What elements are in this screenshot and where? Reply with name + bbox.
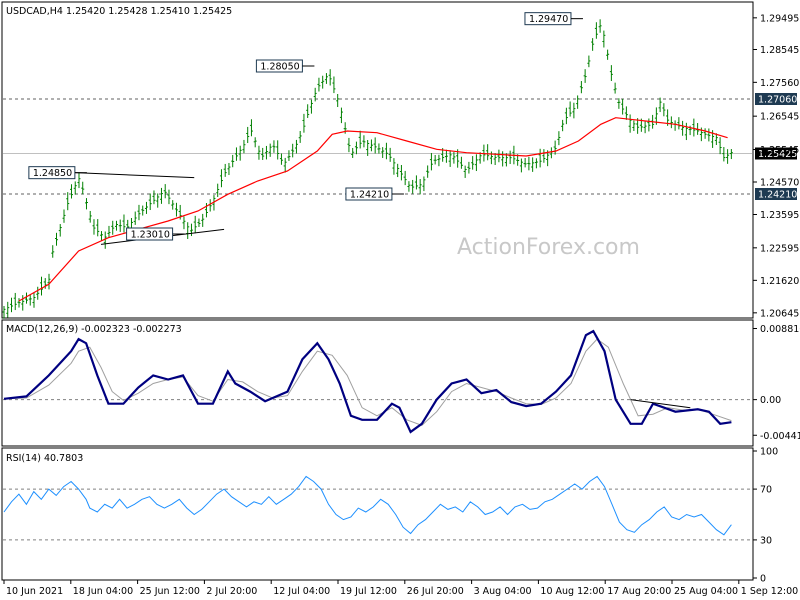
x-tick-label: 25 Jun 12:00 [140,586,200,597]
price-header-label: USDCAD,H4 1.25420 1.25428 1.25410 1.2542… [6,6,232,17]
price-y-tick-label: 1.29495 [760,13,799,24]
macd-y-tick-label: -0.004416 [760,431,800,442]
price-pane [1,1,754,319]
symbol-label: USDCAD,H4 [6,6,63,17]
macd-signal-line [3,338,732,426]
price-y-tick-label: 1.24570 [760,178,799,189]
rsi-y-tick-label: 100 [760,447,778,458]
price-level-label: 1.27060 [758,95,797,106]
price-y-tick-label: 1.25545 [760,145,799,156]
price-y-tick-label: 1.20645 [760,308,799,319]
annotation-label: 1.28050 [260,62,299,73]
watermark-text: ActionForex.com [457,235,640,260]
moving-average [18,117,728,302]
x-tick-label: 18 Jun 04:00 [73,586,133,597]
rsi-pane [1,447,754,581]
macd-y-tick-label: 0.00 [760,395,781,406]
rsi-y-tick-label: 0 [760,574,766,585]
price-y-tick-label: 1.28545 [760,45,799,56]
price-level-box [755,93,797,105]
ma-line [18,117,728,302]
x-tick-label: 3 Aug 04:00 [474,586,532,597]
price-trendline [74,172,195,179]
x-tick-label: 2 Jul 20:00 [206,586,257,597]
price-y-tick-label: 1.23595 [760,210,799,221]
rsi-header-label: RSI(14) 40.7803 [6,453,83,464]
x-tick-label: 25 Aug 04:00 [674,586,738,597]
price-annotations: 1.29470 1.28050 1.24850 1.24210 1.23010 [28,12,583,241]
annotation-label: 1.24210 [350,190,389,201]
price-y-tick-label: 1.21620 [760,276,799,287]
macd-main-line [3,329,732,434]
price-grid-lines: 1.27060 1.24210 1.25425 [3,93,797,201]
x-tick-label: 10 Jun 2021 [6,586,63,597]
annotation-label: 1.24850 [33,168,72,179]
rsi-lines: 100 70 30 0 [3,447,778,585]
macd-header-label: MACD(12,26,9) -0.002323 -0.002273 [6,324,182,335]
x-tick-label: 10 Aug 12:00 [540,586,604,597]
x-tick-label: 26 Jul 20:00 [407,586,464,597]
x-tick-label: 17 Aug 20:00 [607,586,671,597]
price-y-tick-label: 1.26545 [760,112,799,123]
price-y-tick-label: 1.22595 [760,243,799,254]
price-level-box [755,188,797,200]
macd-lines: 0.008816 0.00 -0.004416 [3,324,800,442]
annotation-label: 1.29470 [529,14,568,25]
price-y-tick-label: 1.27560 [760,78,799,89]
macd-y-tick-label: 0.008816 [760,324,800,335]
price-y-axis: 1.29495 1.28545 1.27560 1.26545 1.25545 1.245… [753,13,799,319]
x-axis: 10 Jun 2021 18 Jun 04:00 25 Jun 12:00 2 Jul… [3,580,798,597]
price-level-label: 1.25425 [758,149,797,160]
rsi-y-tick-label: 30 [760,535,772,546]
x-tick-label: 19 Jul 12:00 [340,586,397,597]
price-level-label: 1.24210 [758,190,797,201]
macd-pane [1,319,754,447]
rsi-line [3,475,732,536]
price-level-box [755,147,797,160]
rsi-y-tick-label: 70 [760,485,772,496]
x-tick-label: 12 Jul 04:00 [273,586,330,597]
macd-trendline [630,399,691,409]
x-tick-label: 1 Sep 12:00 [741,586,798,597]
ohlc-label: 1.25420 1.25428 1.25410 1.25425 [66,6,232,17]
annotation-label: 1.23010 [131,230,170,241]
